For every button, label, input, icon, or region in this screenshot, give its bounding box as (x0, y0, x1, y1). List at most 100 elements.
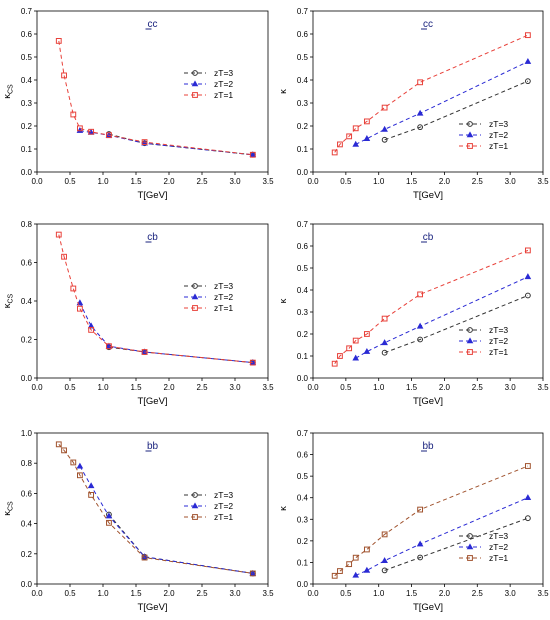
data-point (331, 572, 338, 579)
data-point (352, 337, 359, 344)
y-tick-label: 0.6 (297, 242, 309, 251)
series-zt-1 (331, 32, 531, 156)
data-point (363, 331, 370, 337)
panel-title: cb (147, 232, 158, 243)
legend-label: zT=3 (489, 119, 508, 129)
x-tick-label: 1.0 (373, 177, 385, 186)
x-tick-label: 2.0 (163, 383, 175, 392)
data-point (352, 554, 359, 561)
y-axis-symbol: κ (278, 298, 289, 303)
panel-title: cb (423, 232, 434, 243)
y-tick-label: 0.4 (21, 297, 33, 306)
data-point (141, 554, 148, 561)
y-tick-label: 0.0 (297, 168, 309, 177)
legend-marker (467, 121, 473, 127)
plot-frame (312, 432, 544, 585)
series-line (108, 133, 253, 156)
y-tick-label: 0.8 (21, 459, 33, 468)
y-tick-label: 0.2 (297, 122, 309, 131)
data-point (381, 557, 388, 564)
legend-label: zT=2 (214, 501, 233, 511)
y-tick-label: 0.2 (21, 122, 33, 131)
data-point (77, 125, 83, 132)
series-line (355, 497, 529, 576)
x-tick-label: 2.5 (196, 177, 208, 186)
x-tick-label: 0.0 (307, 383, 319, 392)
data-point (381, 531, 388, 538)
x-tick-label: 3.0 (505, 589, 517, 598)
data-point (381, 349, 388, 356)
data-point (352, 125, 359, 132)
y-tick-label: 0.8 (21, 220, 33, 229)
series-zt-3 (106, 131, 256, 158)
x-tick-label: 1.0 (97, 177, 109, 186)
y-axis-symbol: κ (2, 303, 13, 308)
x-tick-label: 3.0 (505, 177, 517, 186)
data-point (76, 126, 84, 133)
legend-label: zT=1 (489, 553, 508, 563)
legend-label: zT=2 (214, 79, 233, 89)
plot-frame (312, 10, 544, 173)
y-tick-label: 0.1 (21, 145, 33, 154)
series-zt-3 (381, 292, 531, 356)
y-tick-label: 0.3 (297, 308, 309, 317)
x-tick-label: 0.0 (31, 383, 43, 392)
y-tick-label: 0.3 (297, 515, 309, 524)
x-tick-label: 3.5 (537, 589, 549, 598)
data-point (88, 492, 95, 498)
legend-label: zT=1 (489, 347, 508, 357)
data-point (141, 349, 148, 355)
x-tick-label: 3.0 (229, 589, 241, 598)
x-tick-label: 1.0 (373, 589, 385, 598)
legend-marker (192, 70, 198, 76)
chart-panel-5: 0.0 0.5 1.0 1.5 2.0 2.5 3.0 3.5 0.0 0.2 0.4 0.6 0.8 1… (2, 429, 274, 613)
legend-marker (192, 305, 198, 311)
y-axis-symbol: κ (278, 506, 289, 511)
series-zt-2 (352, 57, 532, 147)
legend-marker (192, 283, 198, 289)
legend: zT=3zT=2zT=1 (459, 119, 508, 151)
data-point (77, 305, 83, 312)
x-axis-title: T[GeV] (413, 190, 443, 201)
plot-frame (36, 432, 269, 585)
data-point (363, 566, 371, 573)
chart-panel-6: 0.0 0.5 1.0 1.5 2.0 2.5 3.0 3.5 0.0 0.1 0.2 0.3 0.4 0… (278, 429, 549, 613)
data-point (352, 571, 360, 578)
data-point (337, 353, 343, 359)
series-zt-2 (352, 494, 532, 578)
legend-label: zT=3 (214, 490, 233, 500)
x-tick-label: 2.5 (472, 589, 484, 598)
legend: zT=3zT=2zT=1 (459, 531, 508, 563)
x-tick-label: 0.0 (307, 589, 319, 598)
chart-panel-4: 0.0 0.5 1.0 1.5 2.0 2.5 3.0 3.5 0.0 0.1 0.2 0.3 0.4 0… (278, 220, 549, 407)
legend-marker (191, 80, 199, 87)
y-tick-label: 0.3 (297, 99, 309, 108)
series-line (79, 130, 253, 156)
y-tick-label: 0.2 (297, 537, 309, 546)
x-tick-label: 0.5 (64, 589, 76, 598)
legend-label: zT=1 (214, 90, 233, 100)
legend-label: zT=1 (214, 303, 233, 313)
data-point (337, 568, 343, 574)
series-line (384, 517, 529, 571)
x-tick-label: 2.5 (472, 177, 484, 186)
x-tick-label: 2.5 (196, 589, 208, 598)
data-point (55, 38, 62, 44)
data-point (70, 285, 77, 292)
data-point (105, 512, 113, 519)
data-point (331, 360, 338, 367)
data-point (249, 570, 256, 577)
x-tick-label: 3.0 (505, 383, 517, 392)
data-point (381, 339, 388, 346)
x-tick-label: 3.5 (262, 177, 274, 186)
data-point (363, 347, 371, 354)
x-tick-label: 3.5 (262, 383, 274, 392)
y-tick-label: 0.0 (21, 580, 33, 589)
y-tick-label: 0.2 (297, 330, 309, 339)
y-tick-label: 0.6 (21, 30, 33, 39)
legend-marker (192, 514, 198, 520)
series-line (58, 40, 253, 156)
data-point (88, 128, 95, 135)
data-point (70, 111, 77, 118)
data-point (61, 447, 67, 454)
